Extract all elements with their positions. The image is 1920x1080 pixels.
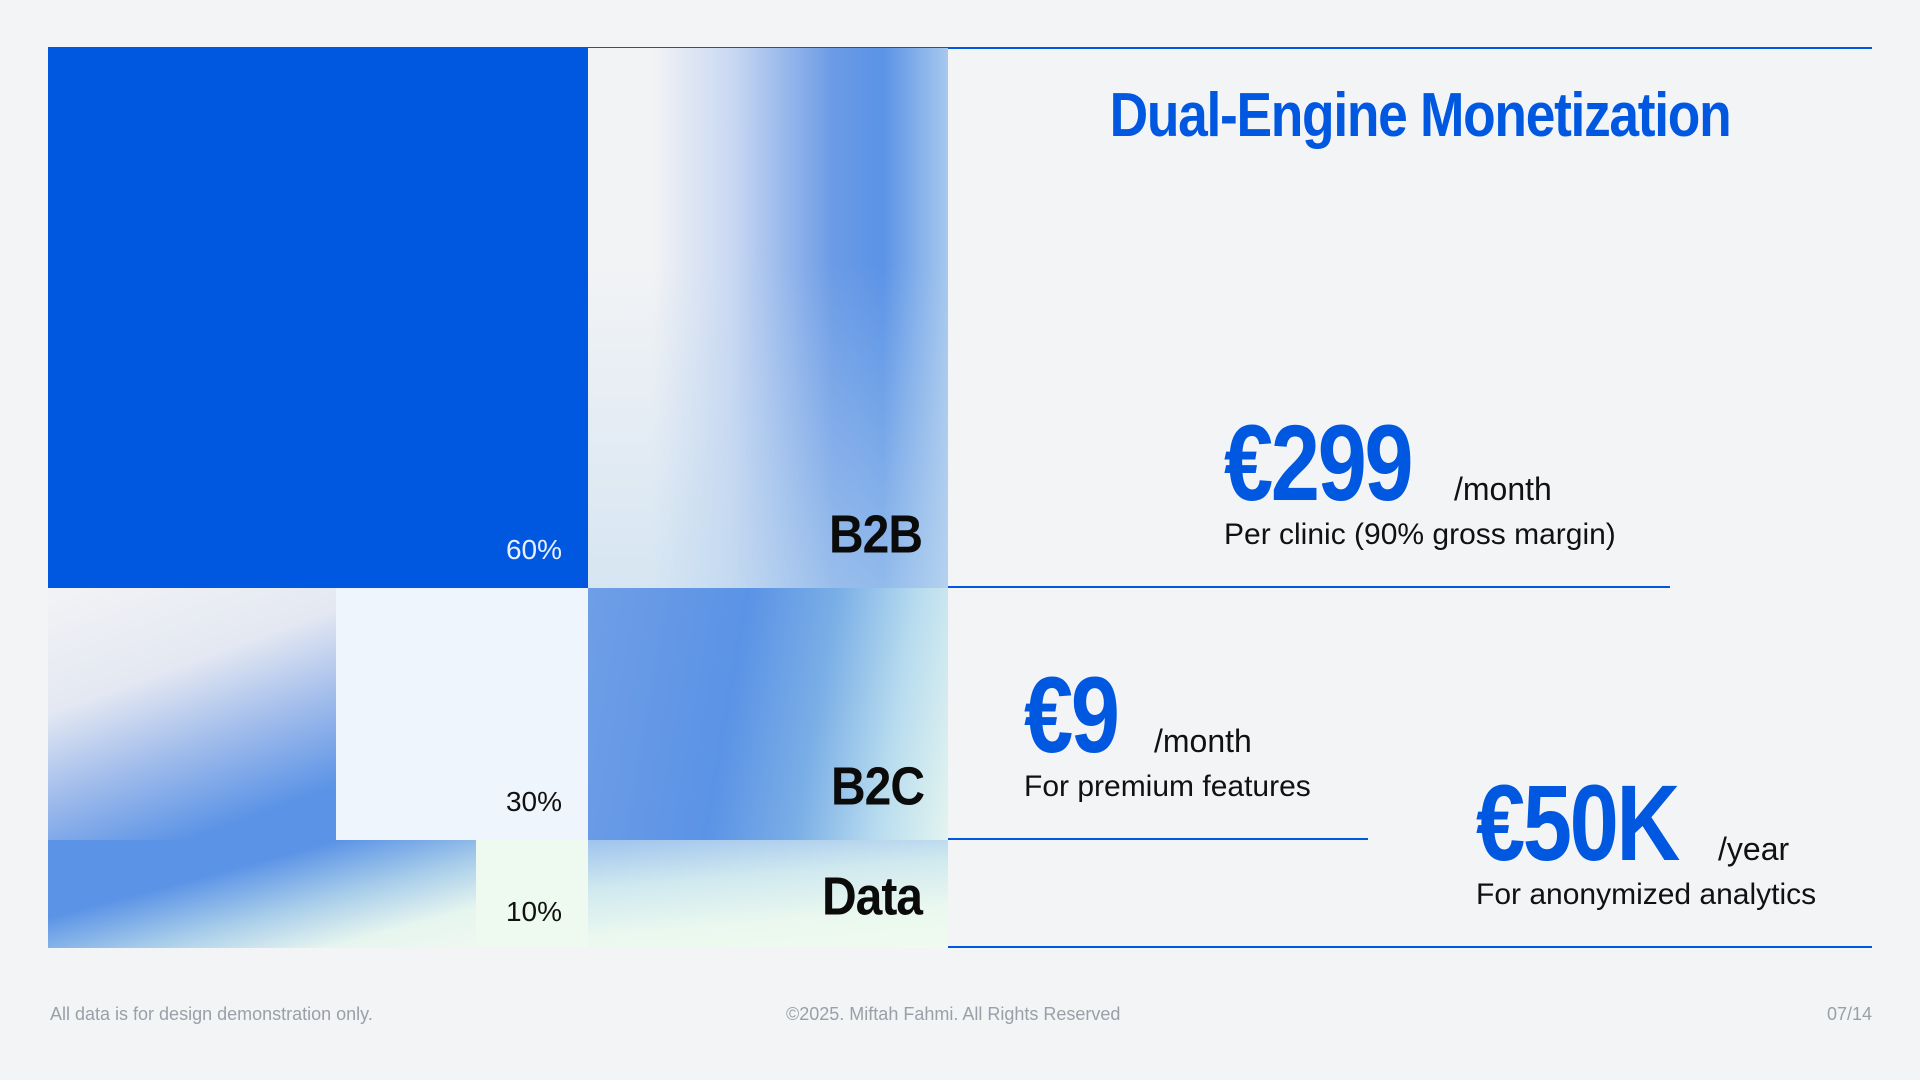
b2c-gradient-block: B2C — [588, 588, 948, 840]
b2c-price: €9 — [1024, 654, 1120, 775]
footer-disclaimer: All data is for design demonstration onl… — [50, 1004, 373, 1024]
b2c-period: /month — [1154, 723, 1252, 759]
b2c-price-row: €9 /month — [1024, 652, 1252, 777]
b2b-gradient-block: B2B — [588, 48, 948, 588]
data-gradient-block: Data — [588, 840, 948, 948]
b2c-gradient-block-left — [48, 588, 336, 840]
b2b-segment-label: B2B — [828, 505, 923, 565]
data-price: €50K — [1476, 762, 1680, 883]
b2b-share-block: 60% — [48, 48, 588, 588]
b2b-price: €299 — [1224, 402, 1414, 523]
data-period: /year — [1718, 831, 1790, 867]
data-share-block: 10% — [476, 840, 588, 948]
data-segment-label: Data — [821, 867, 923, 927]
b2c-description: For premium features — [1024, 770, 1311, 803]
b2b-price-row: €299 /month — [1224, 400, 1552, 525]
b2c-segment-label: B2C — [830, 757, 925, 817]
page-indicator: 07/14 — [1826, 1004, 1872, 1024]
data-share-label: 10% — [505, 896, 562, 927]
b2b-description: Per clinic (90% gross margin) — [1224, 518, 1616, 551]
bottom-rule — [48, 946, 1872, 948]
footer-copyright: ©2025. Miftah Fahmi. All Rights Reserved — [786, 1004, 1121, 1024]
data-gradient-block-left — [48, 840, 476, 948]
b2b-period: /month — [1454, 471, 1552, 507]
b2c-share-block: 30% — [336, 588, 588, 840]
data-description: For anonymized analytics — [1476, 878, 1817, 911]
slide-title: Dual-Engine Monetization — [1109, 81, 1732, 150]
top-rule — [48, 47, 1872, 49]
data-price-row: €50K /year — [1476, 760, 1789, 885]
b2b-share-label: 60% — [505, 534, 562, 565]
b2c-share-label: 30% — [505, 786, 562, 817]
